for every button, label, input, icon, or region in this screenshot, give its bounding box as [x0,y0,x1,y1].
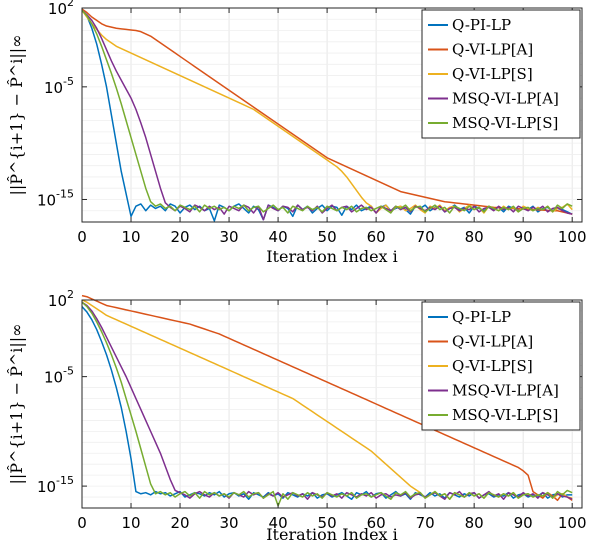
x-tick-label: 60 [367,514,386,532]
legend: Q-PI-LP Q-VI-LP[A] Q-VI-LP[S] MSQ-VI-LP[A] M… [421,301,581,431]
axes-frame [81,7,583,223]
y-tick-label: 10-5 [44,365,74,387]
x-tick-label: 60 [367,228,386,246]
y-tick-exponent: 2 [67,0,74,9]
x-tick-label: 10 [121,228,140,246]
x-tick-label: 20 [170,228,189,246]
x-tick-label: 40 [269,514,288,532]
x-axis: 0 10 20 30 40 50 60 70 80 90 100 [77,300,587,532]
x-axis-label: Iteration Index i [266,525,398,544]
x-tick-label: 30 [220,228,239,246]
legend-box [421,301,581,431]
y-axis-label: ||P̂^{i+1} − P̂^i||∞ [7,35,26,196]
legend-label-msq-vi-lp-a-: MSQ-VI-LP[A] [452,382,559,400]
x-tick-label: 80 [465,228,484,246]
x-tick-label: 40 [269,228,288,246]
legend-label-msq-vi-lp-a-: MSQ-VI-LP[A] [452,90,559,108]
x-tick-label: 90 [514,228,533,246]
series-line-msq-vi-lp-s- [81,301,573,507]
x-tick-label: 20 [170,514,189,532]
x-tick-label: 100 [558,514,587,532]
y-tick-base: 10 [44,79,63,97]
legend-label-msq-vi-lp-s-: MSQ-VI-LP[S] [452,114,558,132]
legend-label-q-vi-lp-a-: Q-VI-LP[A] [452,41,533,59]
chart-top: 0 10 20 30 40 50 60 70 80 90 10010210-510-15Iterat… [7,0,587,266]
x-tick-label: 50 [318,514,337,532]
legend-label-msq-vi-lp-s-: MSQ-VI-LP[S] [452,406,558,424]
x-tick-label: 0 [77,514,87,532]
legend-label-q-vi-lp-a-: Q-VI-LP[A] [452,333,533,351]
legend-label-q-vi-lp-s-: Q-VI-LP[S] [452,357,533,375]
x-tick-label: 70 [416,514,435,532]
x-tick-label: 90 [514,514,533,532]
legend-label-q-pi-lp: Q-PI-LP [452,16,511,34]
y-tick-label: 10-5 [44,75,74,97]
y-tick-base: 10 [48,292,67,310]
y-tick-base: 10 [37,191,56,209]
legend: Q-PI-LP Q-VI-LP[A] Q-VI-LP[S] MSQ-VI-LP[A] M… [421,9,581,139]
series-line-msq-vi-lp-s- [81,9,573,214]
x-tick-label: 0 [77,228,87,246]
y-tick-label: 10-15 [37,474,74,496]
series-line-q-vi-lp-a- [81,294,573,502]
x-tick-label: 70 [416,228,435,246]
y-tick-label: 10-15 [37,187,74,209]
x-tick-label: 30 [220,514,239,532]
y-tick-label: 102 [48,0,74,18]
y-tick-exponent: -15 [56,474,74,487]
y-tick-exponent: -5 [63,75,74,88]
y-tick-exponent: -5 [63,365,74,378]
x-axis: 0 10 20 30 40 50 60 70 80 90 100 [77,8,587,246]
series-line-msq-vi-lp-a- [81,9,573,221]
x-tick-label: 80 [465,514,484,532]
legend-box [421,9,581,139]
chart-bottom: 0 10 20 30 40 50 60 70 80 90 10010210-510-15Iterat… [7,288,587,544]
axes-frame [81,299,583,509]
y-tick-base: 10 [48,0,67,18]
x-tick-label: 10 [121,514,140,532]
y-axis-label: ||P̂^{i+1} − P̂^i||∞ [7,324,26,485]
x-tick-label: 100 [558,228,587,246]
legend-label-q-pi-lp: Q-PI-LP [452,308,511,326]
y-tick-base: 10 [44,369,63,387]
series-lines [81,8,573,222]
y-tick-base: 10 [37,478,56,496]
y-tick-exponent: -15 [56,187,74,200]
y-tick-exponent: 2 [67,288,74,301]
x-tick-label: 50 [318,228,337,246]
series-lines [81,294,573,507]
x-axis-label: Iteration Index i [266,247,398,266]
legend-label-q-vi-lp-s-: Q-VI-LP[S] [452,65,533,83]
y-tick-label: 102 [48,288,74,310]
